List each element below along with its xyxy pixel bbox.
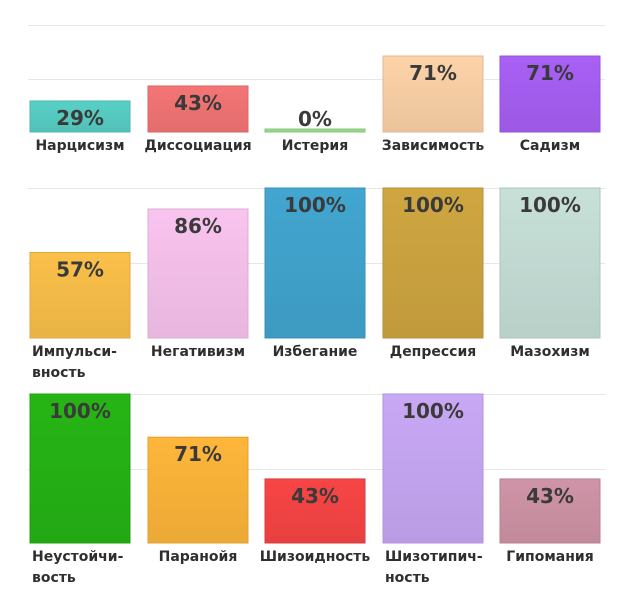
bar: [499, 55, 601, 133]
category-label: Садизм: [520, 138, 580, 154]
category-label: Депрессия: [390, 344, 477, 360]
bar-value-label: 71%: [174, 442, 222, 466]
bar-value-label: 86%: [174, 214, 222, 238]
category-label: Шизотипич-: [385, 549, 483, 565]
bar-value-label: 43%: [526, 484, 574, 508]
chart-row-2: 57% Импульси-вность 86% Негативизм 100% Избег…: [28, 187, 605, 381]
category-label: Импульси-: [32, 344, 117, 360]
bar: [147, 85, 249, 133]
category-label: Избегание: [273, 344, 358, 360]
category-label: Неустойчи-: [32, 549, 124, 565]
bar-value-label: 100%: [402, 399, 464, 423]
category-label: Паранойя: [159, 549, 238, 565]
category-label: Зависимость: [382, 138, 485, 154]
bar-value-label: 71%: [409, 61, 457, 85]
bar-value-label: 100%: [402, 193, 464, 217]
category-label: Истерия: [282, 138, 348, 154]
bar-value-label: 100%: [49, 399, 111, 423]
category-label: вность: [32, 365, 86, 381]
bar-value-label: 0%: [298, 107, 332, 131]
category-label: Мазохизм: [510, 344, 590, 360]
bar: [382, 55, 484, 133]
bar-value-label: 100%: [284, 193, 346, 217]
bar-value-label: 71%: [526, 61, 574, 85]
category-label: Шизоидность: [260, 549, 371, 565]
bar-value-label: 43%: [291, 484, 339, 508]
bar-value-label: 57%: [56, 258, 104, 282]
bar-value-label: 43%: [174, 91, 222, 115]
category-label: Гипомания: [506, 549, 593, 565]
bar: [382, 187, 484, 339]
bar: [382, 393, 484, 544]
bar: [29, 100, 131, 133]
bar: [499, 187, 601, 339]
bar: [29, 393, 131, 544]
bar: [147, 208, 249, 339]
bar-value-label: 100%: [519, 193, 581, 217]
category-label: ность: [385, 570, 430, 586]
category-label: Нарцисизм: [35, 138, 124, 154]
bar: [29, 252, 131, 339]
chart-row-1: 29% Нарцисизм 43% Диссоциация 0% Истерия 71% За…: [28, 25, 605, 154]
bar: [499, 478, 601, 544]
bar: [147, 436, 249, 544]
bar-value-label: 29%: [56, 106, 104, 130]
bar: [264, 128, 366, 133]
bar: [264, 187, 366, 339]
category-label: вость: [32, 570, 76, 586]
category-label: Негативизм: [151, 344, 245, 360]
bar: [264, 478, 366, 544]
category-label: Диссоциация: [144, 138, 251, 154]
chart-row-3: 100% Неустойчи-вость 71% Паранойя 43% Шизоидн…: [28, 393, 605, 586]
